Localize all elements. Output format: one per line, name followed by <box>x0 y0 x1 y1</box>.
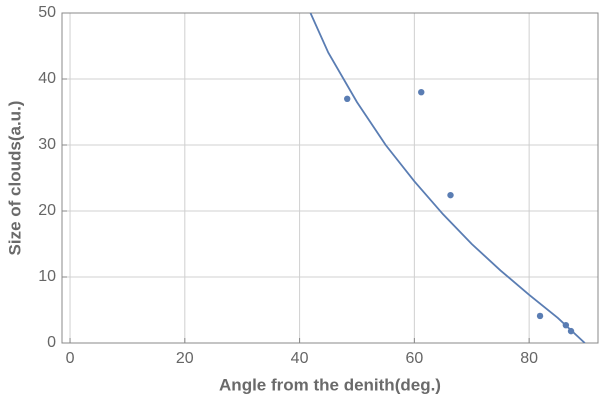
data-point <box>447 191 454 199</box>
x-tick-label: 20 <box>176 350 194 367</box>
y-tick-label: 30 <box>38 136 56 153</box>
y-tick-label: 20 <box>38 202 56 219</box>
x-tick-label: 80 <box>520 350 538 367</box>
x-axis-title: Angle from the denith(deg.) <box>219 375 441 394</box>
data-point <box>536 312 544 320</box>
fit-curve <box>309 13 586 343</box>
y-tick-label: 10 <box>38 268 56 285</box>
plot-frame <box>61 12 599 344</box>
x-tick-label: 60 <box>405 350 423 367</box>
x-tick-label: 0 <box>66 350 75 367</box>
y-tick-label: 50 <box>38 4 56 21</box>
x-tick-label: 40 <box>291 350 309 367</box>
y-tick-label: 0 <box>47 334 56 351</box>
y-tick-label: 40 <box>38 70 56 87</box>
y-axis-title: Size of clouds(a.u.) <box>5 101 24 256</box>
data-point <box>418 89 425 96</box>
data-point <box>344 95 351 103</box>
